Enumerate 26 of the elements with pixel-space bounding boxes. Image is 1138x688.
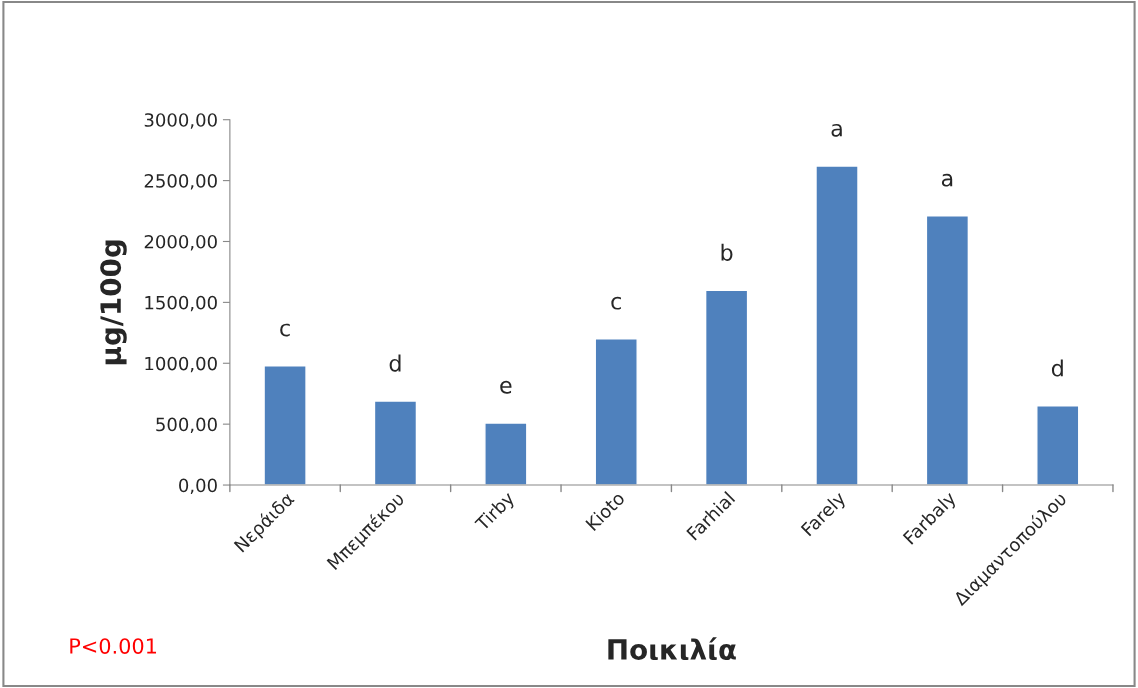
annotation: a [831, 123, 842, 137]
y-axis-title: μg/100g [100, 240, 127, 365]
x-axis-title: Ποικιλία [608, 637, 736, 661]
bar [815, 165, 859, 486]
annotation: d [1051, 359, 1063, 377]
y-tick-label: 1500,00 [145, 295, 217, 312]
bar [373, 400, 418, 486]
bar [1036, 405, 1080, 486]
y-tick-label: 0,00 [179, 478, 217, 494]
annotation: c [280, 323, 290, 337]
annotation: c [611, 296, 621, 310]
y-tick-label: 2000,00 [144, 234, 217, 251]
bar [263, 365, 307, 486]
bar [925, 215, 970, 486]
y-tick-label: 1000,00 [145, 356, 217, 373]
annotation: d [389, 354, 401, 372]
y-tick-label: 3000,00 [144, 113, 217, 129]
text: P<0.001 [70, 638, 157, 654]
bar [594, 338, 638, 486]
annotation: a [941, 173, 953, 187]
y-tick-label: 2500,00 [144, 174, 217, 190]
y-tick-label: 500,00 [156, 417, 217, 434]
annotation: e [500, 380, 512, 394]
bar [704, 289, 749, 486]
bar [484, 422, 528, 486]
annotation: b [721, 243, 733, 261]
